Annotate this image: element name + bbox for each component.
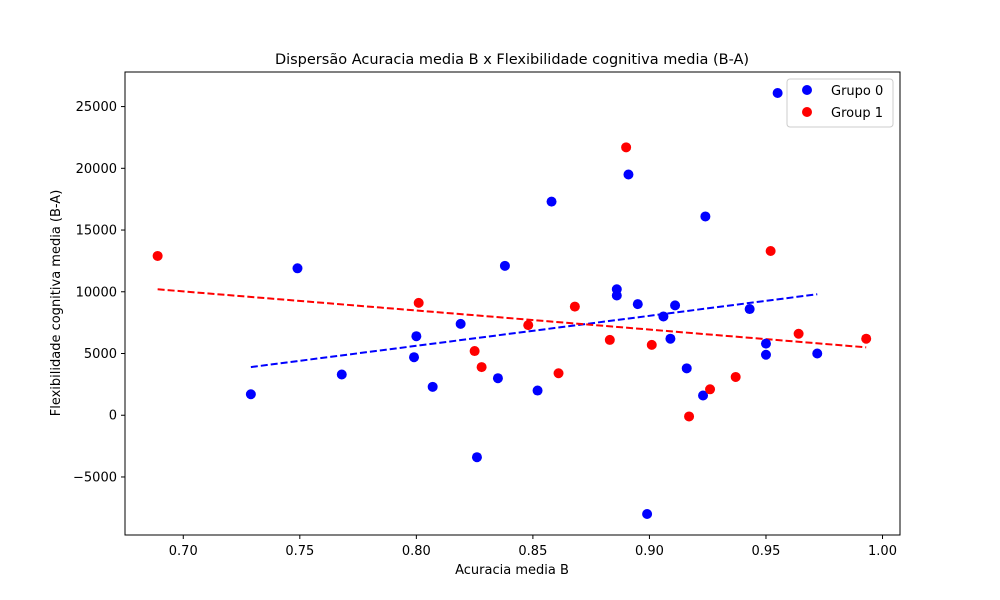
y-axis-ticks: −5000 0 5000 10000 15000 20000 25000 <box>73 100 125 485</box>
y-tick-label: 10000 <box>76 285 117 300</box>
x-tick-label: 0.85 <box>518 544 547 559</box>
data-point-series-0-16 <box>642 509 653 520</box>
data-point-series-1-8 <box>621 142 632 153</box>
y-tick-label: −5000 <box>73 470 117 485</box>
x-tick-label: 0.75 <box>285 544 314 559</box>
data-point-series-0-2 <box>336 369 347 380</box>
data-point-series-0-11 <box>546 196 557 207</box>
data-point-series-0-8 <box>492 373 503 384</box>
data-point-series-0-17 <box>658 311 669 322</box>
y-tick-label: 5000 <box>84 347 117 362</box>
data-point-series-1-0 <box>152 250 163 261</box>
trend-lines <box>157 288 867 369</box>
y-tick-label: 20000 <box>76 162 117 177</box>
y-tick-label: 25000 <box>76 100 117 115</box>
y-axis-label: Flexibilidade cognitiva media (B-A) <box>49 190 64 417</box>
data-point-series-0-9 <box>499 260 510 271</box>
legend-label-group-1: Group 1 <box>831 106 883 121</box>
data-point-series-1-3 <box>476 362 487 373</box>
data-point-series-0-10 <box>532 385 543 396</box>
data-point-series-0-7 <box>471 452 482 463</box>
x-tick-label: 1.00 <box>868 544 897 559</box>
data-point-series-0-22 <box>700 211 711 222</box>
data-point-series-0-26 <box>772 87 783 98</box>
data-point-series-0-5 <box>427 381 438 392</box>
data-point-series-1-9 <box>646 339 657 350</box>
data-points <box>152 87 872 520</box>
data-point-series-0-3 <box>409 352 420 363</box>
x-tick-label: 0.95 <box>752 544 781 559</box>
legend-label-grupo-0: Grupo 0 <box>831 84 883 99</box>
legend: Grupo 0 Group 1 <box>786 78 894 128</box>
data-point-series-1-2 <box>469 346 480 357</box>
trend-line-series-1 <box>157 288 867 349</box>
x-tick-label: 0.80 <box>402 544 431 559</box>
data-point-series-0-6 <box>455 318 466 329</box>
data-point-series-0-24 <box>760 338 771 349</box>
data-point-series-1-10 <box>684 411 695 422</box>
x-axis-ticks: 0.70 0.75 0.80 0.85 0.90 0.95 1.00 <box>169 535 897 559</box>
legend-marker-group-1 <box>802 107 812 117</box>
legend-frame <box>786 78 894 128</box>
x-tick-label: 0.70 <box>169 544 198 559</box>
data-point-series-0-4 <box>411 331 422 342</box>
data-point-series-0-23 <box>744 304 755 315</box>
data-point-series-1-13 <box>765 246 776 257</box>
data-point-series-0-15 <box>632 299 643 310</box>
data-point-series-1-15 <box>861 333 872 344</box>
data-point-series-0-14 <box>623 169 634 180</box>
data-point-series-0-18 <box>665 333 676 344</box>
data-point-series-0-0 <box>245 389 256 400</box>
trend-line-series-0 <box>250 293 818 369</box>
y-tick-label: 0 <box>109 409 117 424</box>
data-point-series-0-27 <box>812 348 823 359</box>
x-axis-label: Acuracia media B <box>455 563 569 578</box>
data-point-series-0-13 <box>611 290 622 301</box>
plot-frame <box>124 71 901 536</box>
y-tick-label: 15000 <box>76 224 117 239</box>
data-point-series-0-25 <box>760 349 771 360</box>
data-point-series-1-4 <box>523 320 534 331</box>
legend-marker-grupo-0 <box>802 85 812 95</box>
data-point-series-1-11 <box>705 384 716 395</box>
data-point-series-0-19 <box>670 300 681 311</box>
data-point-series-1-12 <box>730 371 741 382</box>
data-point-series-1-7 <box>604 334 615 345</box>
data-point-series-1-14 <box>793 328 804 339</box>
data-point-series-0-21 <box>698 390 709 401</box>
data-point-series-0-20 <box>681 363 692 374</box>
chart-title: Dispersão Acuracia media B x Flexibilida… <box>275 52 749 68</box>
data-point-series-0-1 <box>292 263 303 274</box>
x-tick-label: 0.90 <box>635 544 664 559</box>
data-point-series-1-1 <box>413 297 424 308</box>
data-point-series-1-5 <box>553 368 564 379</box>
data-point-series-1-6 <box>569 301 580 312</box>
